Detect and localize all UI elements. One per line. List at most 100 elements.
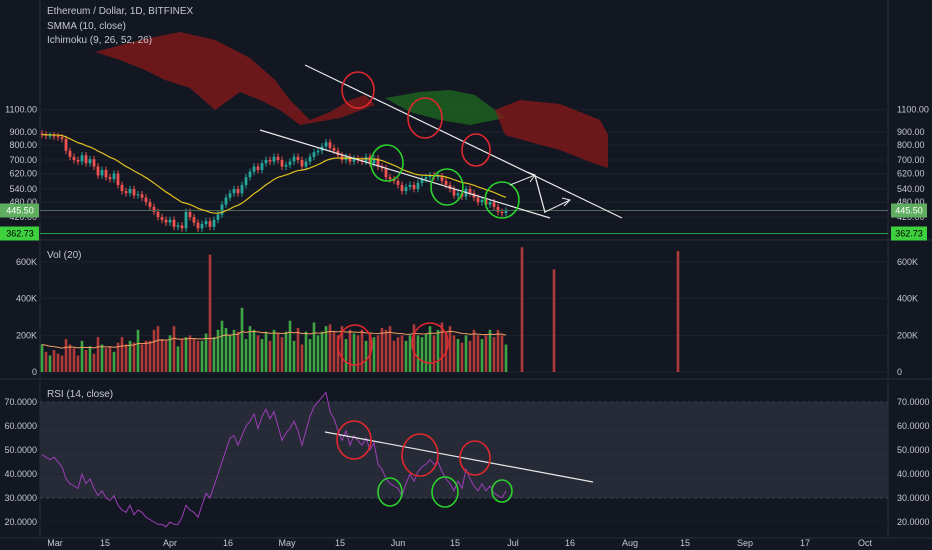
candle-body bbox=[160, 217, 164, 220]
candle-body bbox=[220, 204, 224, 215]
volume-bar bbox=[140, 344, 144, 372]
candle-body bbox=[412, 184, 416, 189]
candle-body bbox=[244, 177, 248, 185]
volume-bar bbox=[204, 333, 208, 372]
smma-label: SMMA (10, close) bbox=[47, 21, 126, 32]
candle-body bbox=[212, 219, 216, 227]
volume-bar bbox=[352, 333, 356, 372]
volume-bar bbox=[300, 344, 304, 372]
last-price-text-right: 445.50 bbox=[895, 206, 923, 216]
volume-bar bbox=[296, 328, 300, 372]
ichimoku-cloud bbox=[95, 32, 608, 168]
candle-body bbox=[200, 223, 204, 229]
kumo-bearish-1 bbox=[95, 32, 375, 125]
candle-body bbox=[328, 142, 332, 148]
volume-bar bbox=[432, 335, 436, 372]
volume-bar bbox=[52, 350, 56, 372]
volume-bar bbox=[156, 326, 160, 372]
red-circle bbox=[411, 322, 449, 364]
volume-bar bbox=[428, 326, 432, 372]
volume-bar bbox=[40, 344, 44, 372]
candle-body bbox=[232, 188, 236, 194]
candle-body bbox=[436, 176, 440, 178]
volume-bar bbox=[348, 329, 352, 372]
volume-bar bbox=[320, 331, 324, 372]
volume-bar bbox=[404, 340, 408, 372]
volume-bar bbox=[200, 340, 204, 372]
time-label: 15 bbox=[335, 538, 345, 548]
candle-body bbox=[240, 184, 244, 194]
volume-bar bbox=[464, 335, 468, 372]
candle-body bbox=[424, 177, 428, 180]
volume-bar bbox=[484, 335, 488, 372]
candle-body bbox=[80, 155, 84, 162]
price-label-left: 1100.00 bbox=[5, 104, 37, 114]
candle-body bbox=[68, 150, 72, 157]
red-circle bbox=[407, 97, 443, 139]
candle-body bbox=[120, 184, 124, 192]
candle-body bbox=[156, 211, 160, 218]
volume-bar bbox=[264, 331, 268, 372]
volume-bar bbox=[396, 337, 400, 372]
candle-body bbox=[316, 150, 320, 153]
volume-bar bbox=[468, 340, 472, 372]
volume-bar bbox=[400, 335, 404, 372]
volume-bar bbox=[436, 329, 440, 372]
time-label: Jun bbox=[391, 538, 406, 548]
volume-bar bbox=[388, 326, 392, 372]
volume-bar bbox=[72, 348, 76, 372]
rsi-panel bbox=[41, 391, 507, 528]
candle-body bbox=[376, 158, 380, 167]
volume-bar bbox=[68, 344, 72, 372]
time-label: Sep bbox=[737, 538, 753, 548]
candle-body bbox=[164, 219, 168, 223]
rsi-label-right: 50.0000 bbox=[897, 445, 930, 455]
volume-bar bbox=[376, 335, 380, 372]
volume-bar bbox=[228, 335, 232, 372]
volume-bar bbox=[112, 351, 116, 372]
rsi-label-right: 70.0000 bbox=[897, 397, 930, 407]
time-label: Jul bbox=[507, 538, 519, 548]
ichimoku-label: Ichimoku (9, 26, 52, 26) bbox=[47, 35, 152, 46]
red-circle bbox=[401, 433, 439, 477]
volume-bar bbox=[212, 337, 216, 372]
red-circle bbox=[336, 420, 372, 460]
volume-bar bbox=[76, 355, 80, 372]
price-label-right: 900.00 bbox=[897, 127, 925, 137]
volume-bar bbox=[280, 337, 284, 372]
volume-bar bbox=[232, 329, 236, 372]
candle-body bbox=[100, 169, 104, 176]
candle-body bbox=[288, 161, 292, 165]
candle-body bbox=[184, 211, 188, 229]
price-label-right: 540.00 bbox=[897, 184, 925, 194]
volume-bar bbox=[316, 335, 320, 372]
candle-body bbox=[168, 219, 172, 223]
volume-bar bbox=[248, 326, 252, 372]
volume-bars bbox=[40, 247, 680, 372]
last-price-tag-left bbox=[0, 203, 39, 218]
smma-line bbox=[41, 134, 507, 214]
volume-bar bbox=[460, 342, 464, 372]
volume-bar bbox=[492, 337, 496, 372]
volume-bar bbox=[336, 335, 340, 372]
volume-bar bbox=[380, 328, 384, 372]
volume-bar bbox=[64, 339, 68, 372]
candle-body bbox=[272, 156, 276, 162]
candle-body bbox=[52, 135, 56, 137]
volume-bar bbox=[416, 335, 420, 372]
rsi-label: RSI (14, close) bbox=[47, 389, 113, 400]
candle-body bbox=[140, 194, 144, 198]
candle-body bbox=[468, 188, 472, 194]
price-label-left: 480.00 bbox=[9, 197, 37, 207]
volume-label-right: 600K bbox=[897, 257, 918, 267]
rsi-label-right: 30.0000 bbox=[897, 493, 930, 503]
volume-bar bbox=[144, 340, 148, 372]
green-circle bbox=[377, 477, 403, 507]
volume-bar bbox=[412, 324, 416, 372]
candle-body bbox=[148, 202, 152, 207]
volume-bar bbox=[148, 340, 152, 372]
candle-body bbox=[60, 137, 64, 139]
volume-label-right: 200K bbox=[897, 330, 918, 340]
low-text-left: 362.73 bbox=[6, 229, 34, 239]
volume-bar bbox=[168, 335, 172, 372]
